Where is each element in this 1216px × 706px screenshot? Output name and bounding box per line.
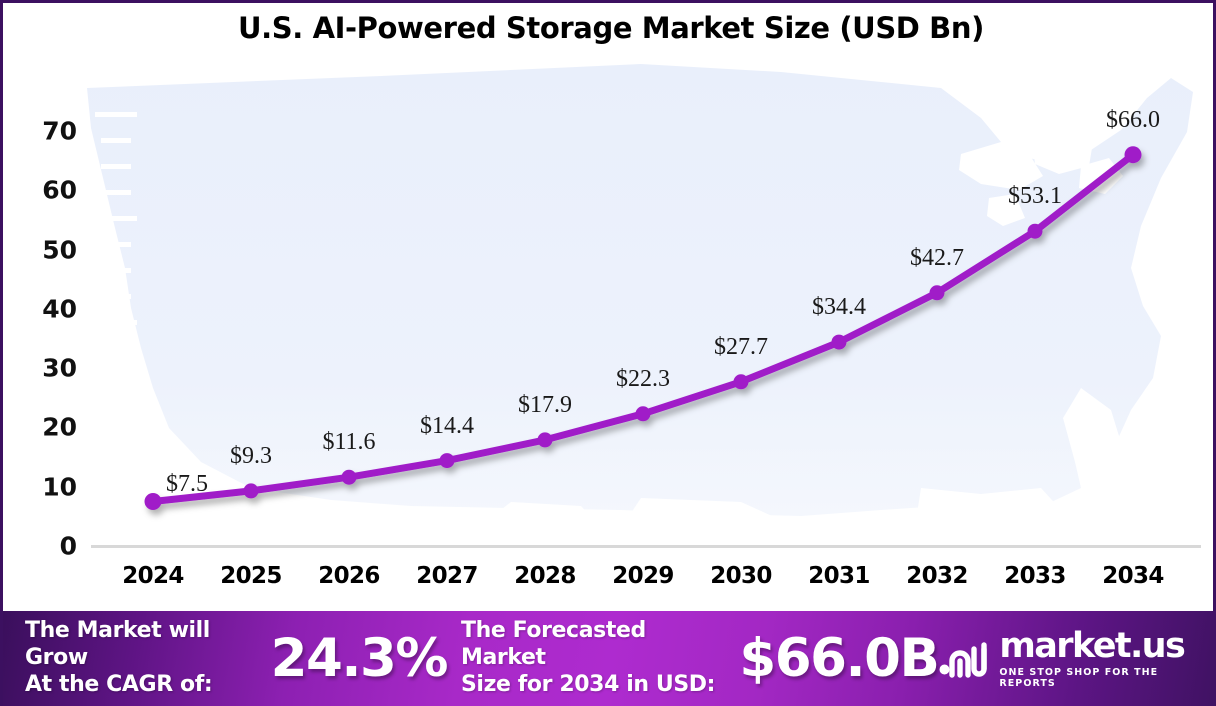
data-point-marker <box>537 432 553 448</box>
x-axis-tick-label: 2024 <box>122 563 184 589</box>
y-axis-tick-label: 70 <box>42 116 77 146</box>
data-point-value-label: $11.6 <box>322 429 376 456</box>
data-point-marker <box>341 469 357 485</box>
data-point-value-label: $7.5 <box>166 470 208 497</box>
x-axis-tick-label: 2027 <box>416 563 478 589</box>
chart-series-svg <box>144 146 1142 510</box>
y-axis-tick-label: 10 <box>42 472 77 502</box>
y-axis-tick-label: 20 <box>42 412 77 442</box>
data-point-value-label: $27.7 <box>714 333 768 360</box>
logo-wordmark: market.us <box>999 625 1185 666</box>
data-point-marker <box>1124 146 1142 164</box>
x-axis-tick-label: 2031 <box>808 563 870 589</box>
y-axis-tick-label: 50 <box>42 235 77 265</box>
y-axis-tick-label: 0 <box>59 531 77 561</box>
cagr-value: 24.3% <box>270 628 449 689</box>
x-axis-tick-label: 2030 <box>710 563 772 589</box>
x-axis-tick-label: 2026 <box>318 563 380 589</box>
x-axis-tick-label: 2033 <box>1004 563 1066 589</box>
data-point-value-label: $34.4 <box>812 294 866 321</box>
y-axis-tick-label: 60 <box>42 175 77 205</box>
x-axis-tick-label: 2034 <box>1102 563 1164 589</box>
data-point-marker <box>635 406 651 422</box>
data-point-marker <box>1027 223 1043 239</box>
forecast-value: $66.0B <box>739 628 940 689</box>
cagr-label: The Market will Grow At the CAGR of: <box>25 618 265 698</box>
data-point-value-label: $53.1 <box>1008 183 1062 210</box>
data-point-marker <box>144 493 162 510</box>
market-size-markers <box>144 146 1142 510</box>
x-axis-baseline <box>91 545 1201 548</box>
market-us-logo[interactable]: market.us ONE STOP SHOP FOR THE REPORTS <box>938 625 1195 689</box>
data-point-value-label: $42.7 <box>910 244 964 271</box>
cagr-label-line2: At the CAGR of: <box>25 671 213 697</box>
data-point-marker <box>439 453 455 469</box>
forecast-label-line2: Size for 2034 in USD: <box>460 671 716 697</box>
forecast-label-line1: The Forecasted Market <box>460 618 646 671</box>
data-point-value-label: $17.9 <box>518 391 572 418</box>
data-point-marker <box>929 285 945 301</box>
x-axis-tick-label: 2025 <box>220 563 282 589</box>
page-title: U.S. AI-Powered Storage Market Size (USD… <box>238 11 984 45</box>
data-point-marker <box>733 374 749 390</box>
x-axis-tick-label: 2032 <box>906 563 968 589</box>
y-axis-tick-label: 30 <box>42 353 77 383</box>
y-axis-tick-label: 40 <box>42 294 77 324</box>
market-us-logo-icon <box>939 641 988 678</box>
forecast-label: The Forecasted Market Size for 2034 in U… <box>461 618 735 698</box>
data-point-value-label: $9.3 <box>230 442 272 469</box>
chart-plot-area: 0 10 20 30 40 50 60 70 2024 2025 2026 2027 2028 2029… <box>3 58 1216 603</box>
x-axis-tick-label: 2028 <box>514 563 576 589</box>
summary-banner: The Market will Grow At the CAGR of: 24.… <box>3 611 1216 706</box>
data-point-value-label: $22.3 <box>616 365 670 392</box>
data-point-marker <box>831 334 847 350</box>
data-point-marker <box>243 483 259 499</box>
data-point-value-label: $14.4 <box>420 412 474 439</box>
data-point-value-label: $66.0 <box>1106 106 1160 133</box>
cagr-label-line1: The Market will Grow <box>25 618 210 671</box>
logo-tagline: ONE STOP SHOP FOR THE REPORTS <box>999 666 1159 689</box>
x-axis-tick-label: 2029 <box>612 563 674 589</box>
